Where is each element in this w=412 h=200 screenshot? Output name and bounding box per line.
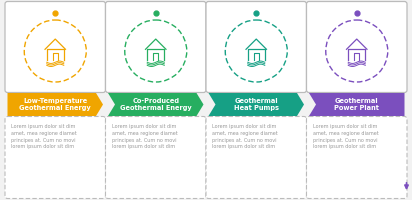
- FancyBboxPatch shape: [206, 1, 307, 92]
- Text: Geothermal
Heat Pumps: Geothermal Heat Pumps: [234, 98, 279, 111]
- FancyBboxPatch shape: [307, 1, 407, 92]
- FancyBboxPatch shape: [5, 1, 105, 92]
- FancyBboxPatch shape: [5, 116, 105, 198]
- FancyBboxPatch shape: [307, 116, 407, 198]
- Polygon shape: [108, 93, 204, 116]
- Polygon shape: [7, 93, 103, 116]
- FancyBboxPatch shape: [105, 116, 206, 198]
- Text: Low-Temperature
Geothermal Energy: Low-Temperature Geothermal Energy: [19, 98, 91, 111]
- Text: Lorem ipsum dolor sit dim
amet, mea regione diamet
principes at. Cum no movi
lor: Lorem ipsum dolor sit dim amet, mea regi…: [12, 124, 77, 149]
- Polygon shape: [208, 93, 304, 116]
- FancyBboxPatch shape: [206, 116, 307, 198]
- Text: Lorem ipsum dolor sit dim
amet, mea regione diamet
principes at. Cum no movi
lor: Lorem ipsum dolor sit dim amet, mea regi…: [112, 124, 178, 149]
- Text: Lorem ipsum dolor sit dim
amet, mea regione diamet
principes at. Cum no movi
lor: Lorem ipsum dolor sit dim amet, mea regi…: [213, 124, 278, 149]
- Text: Geothermal
Power Plant: Geothermal Power Plant: [334, 98, 379, 111]
- Text: Lorem ipsum dolor sit dim
amet, mea regione diamet
principes at. Cum no movi
lor: Lorem ipsum dolor sit dim amet, mea regi…: [313, 124, 379, 149]
- Text: Co-Produced
Geothermal Energy: Co-Produced Geothermal Energy: [120, 98, 192, 111]
- Polygon shape: [309, 93, 405, 116]
- FancyBboxPatch shape: [105, 1, 206, 92]
